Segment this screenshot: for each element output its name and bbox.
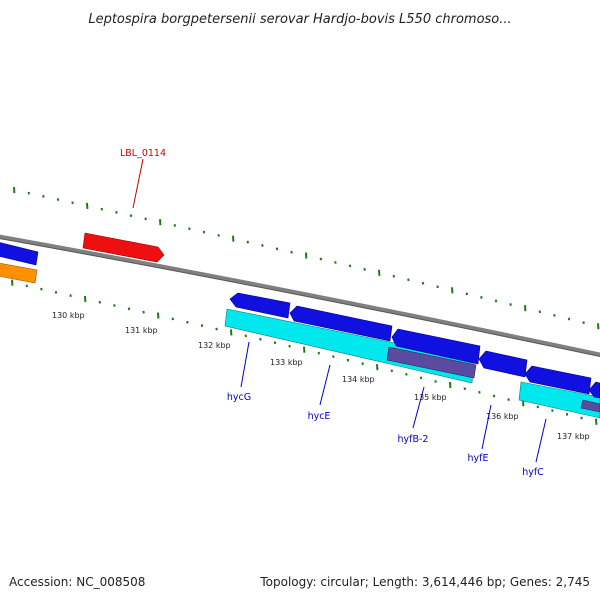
outer-tick-row — [13, 186, 600, 330]
chromosome-backbone — [0, 234, 600, 357]
gene-label-leaders — [132, 158, 547, 463]
gene-feature-blue-right[interactable] — [588, 381, 600, 399]
map-title: Leptospira borgpetersenii serovar Hardjo… — [88, 12, 511, 27]
gene-feature-blue-hyfB[interactable] — [391, 328, 481, 365]
ruler-labels: 130 kbp 131 kbp 132 kbp 133 kbp 134 kbp … — [52, 311, 590, 441]
gene-label-hycG[interactable]: hycG — [227, 392, 251, 403]
gene-feature-blue-hycG[interactable] — [229, 292, 291, 319]
gene-feature-blue-hyfC[interactable] — [524, 365, 592, 395]
genome-stats-text: Topology: circular; Length: 3,614,446 bp… — [259, 575, 590, 589]
ruler-label: 132 kbp — [198, 341, 231, 350]
feature-track — [0, 232, 600, 419]
gene-label-lbl0114[interactable]: LBL_0114 — [120, 148, 166, 159]
gene-feature-blue-hyfE[interactable] — [478, 350, 528, 378]
gene-feature-purple-2[interactable] — [580, 399, 600, 413]
gene-labels: LBL_0114 hycG hycE hyfB-2 hyfE hyfC — [120, 148, 544, 478]
gene-label-hyfE[interactable]: hyfE — [468, 453, 489, 464]
accession-text: Accession: NC_008508 — [9, 575, 145, 589]
ruler-label: 130 kbp — [52, 311, 85, 320]
chromosome-backbone-shade — [0, 238, 600, 358]
gene-feature-orange[interactable] — [0, 263, 38, 284]
gene-feature-cyan-2[interactable] — [518, 381, 600, 419]
gene-feature-blue-left[interactable] — [0, 242, 39, 266]
ruler-label: 137 kbp — [557, 432, 590, 441]
ruler-label: 134 kbp — [342, 375, 375, 384]
gene-feature-purple-1[interactable] — [386, 346, 477, 379]
gene-feature-blue-hycE[interactable] — [289, 305, 393, 342]
ruler-label: 136 kbp — [486, 412, 519, 421]
ruler-label: 131 kbp — [125, 326, 158, 335]
gene-label-hyfC[interactable]: hyfC — [522, 467, 544, 478]
gene-feature-red-lbl0114[interactable] — [82, 232, 165, 263]
gene-label-hyfB-2[interactable]: hyfB-2 — [398, 434, 429, 445]
inner-tick-row — [11, 279, 598, 425]
gene-label-hycE[interactable]: hycE — [308, 411, 331, 422]
ruler-label: 133 kbp — [270, 358, 303, 367]
ruler-label: 135 kbp — [414, 393, 447, 402]
